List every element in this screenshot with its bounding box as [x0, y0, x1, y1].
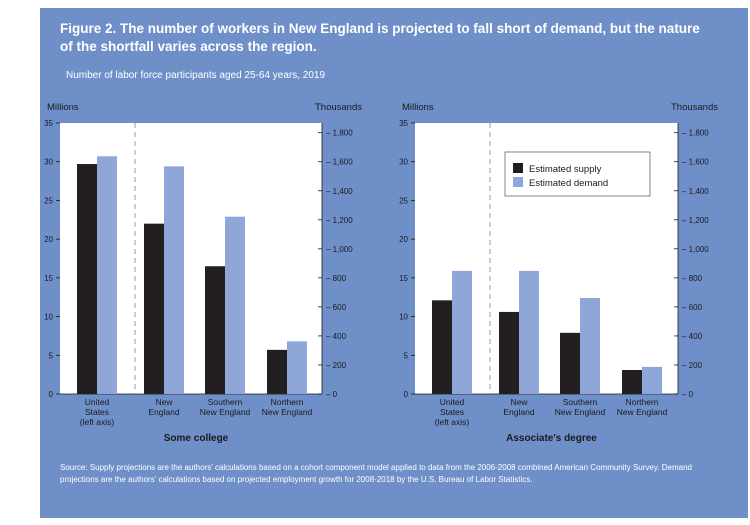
- chart1-supply-bar: [267, 349, 287, 394]
- chart1-category-label: New: [155, 397, 173, 407]
- chart2-supply-bar: [499, 311, 519, 394]
- source-note: Source: Supply projections are the autho…: [60, 463, 692, 484]
- chart2-right-tick-label: – 1,800: [682, 129, 709, 138]
- chart1-supply-bar: [144, 223, 164, 394]
- chart2-demand-bar: [452, 270, 472, 394]
- chart2-left-tick-label: 20: [399, 235, 408, 244]
- chart2-category-label: United: [440, 397, 465, 407]
- chart1-demand-bar: [164, 166, 184, 394]
- chart2-left-tick-label: 15: [399, 274, 408, 283]
- figure-subtitle: Number of labor force participants aged …: [66, 70, 326, 81]
- chart1-supply-bar: [205, 266, 225, 394]
- chart1-left-tick-label: 10: [44, 313, 53, 322]
- chart1-right-tick-label: – 1,200: [326, 216, 353, 225]
- legend-demand-swatch: [513, 177, 523, 187]
- chart1-category-label: New England: [200, 407, 251, 417]
- chart1-right-tick-label: – 1,400: [326, 187, 353, 196]
- chart1-category-label: Northern: [270, 397, 303, 407]
- chart2-right-tick-label: – 1,600: [682, 158, 709, 167]
- chart2-left-tick-label: 35: [399, 119, 408, 128]
- chart2-left-tick-label: 30: [399, 158, 408, 167]
- chart1-category-label: Southern: [208, 397, 243, 407]
- chart2-right-tick-label: – 200: [682, 361, 703, 370]
- chart2-right-tick-label: – 1,400: [682, 187, 709, 196]
- chart1-left-tick-label: 0: [49, 390, 54, 399]
- chart1-supply-bar: [77, 164, 97, 394]
- chart1-right-tick-label: – 200: [326, 361, 347, 370]
- chart2-supply-bar: [560, 332, 580, 394]
- chart2-category-label: England: [503, 407, 534, 417]
- chart1-right-tick-label: – 800: [326, 274, 347, 283]
- chart1-right-tick-label: – 1,000: [326, 245, 353, 254]
- chart1-right-tick-label: – 1,600: [326, 158, 353, 167]
- chart2-demand-bar: [580, 297, 600, 394]
- chart2-left-tick-label: 10: [399, 313, 408, 322]
- chart1-right-axis-label: Thousands: [315, 102, 362, 113]
- chart1-left-tick-label: 20: [44, 235, 53, 244]
- chart2-supply-bar: [622, 369, 642, 394]
- legend-supply-label: Estimated supply: [529, 164, 602, 175]
- chart1-left-tick-label: 35: [44, 119, 53, 128]
- chart2-demand-bar: [642, 366, 662, 394]
- chart1-right-tick-label: – 0: [326, 390, 338, 399]
- chart2-category-label: Northern: [625, 397, 658, 407]
- chart1-right-tick-label: – 400: [326, 332, 347, 341]
- chart1-category-label: United: [85, 397, 110, 407]
- chart1-left-axis-label: Millions: [47, 102, 79, 113]
- chart1-right-tick-label: – 600: [326, 303, 347, 312]
- chart2-category-label: (left axis): [435, 417, 470, 427]
- chart1-category-label: England: [148, 407, 179, 417]
- chart1-left-tick-label: 30: [44, 158, 53, 167]
- chart2-left-tick-label: 25: [399, 196, 408, 205]
- chart1-left-tick-label: 5: [49, 351, 54, 360]
- chart2-right-tick-label: – 1,200: [682, 216, 709, 225]
- chart1-demand-bar: [225, 216, 245, 394]
- chart1-category-label: (left axis): [80, 417, 115, 427]
- chart2-category-label: States: [440, 407, 464, 417]
- chart1-left-tick-label: 25: [44, 196, 53, 205]
- legend-box: [504, 151, 651, 197]
- chart2-right-tick-label: – 800: [682, 274, 703, 283]
- chart2-category-label: New England: [617, 407, 668, 417]
- chart2-category-label: Southern: [563, 397, 598, 407]
- chart2-left-tick-label: 0: [404, 390, 409, 399]
- legend-supply-swatch: [513, 163, 523, 173]
- chart2-category-label: New: [510, 397, 528, 407]
- chart2-demand-bar: [519, 270, 539, 394]
- chart1-right-tick-label: – 1,800: [326, 129, 353, 138]
- chart1-demand-bar: [287, 341, 307, 394]
- chart2-category-label: New England: [555, 407, 606, 417]
- chart2-title: Associate's degree: [506, 433, 597, 444]
- chart2-left-axis-label: Millions: [402, 102, 434, 113]
- chart2-right-tick-label: – 1,000: [682, 245, 709, 254]
- figure-title: Figure 2. The number of workers in New E…: [60, 21, 700, 54]
- chart1-title: Some college: [164, 433, 229, 444]
- chart1-demand-bar: [97, 156, 117, 394]
- chart2-right-tick-label: – 600: [682, 303, 703, 312]
- chart2-right-axis-label: Thousands: [671, 102, 718, 113]
- chart2-right-tick-label: – 0: [682, 390, 694, 399]
- legend-demand-label: Estimated demand: [529, 178, 608, 189]
- chart2-supply-bar: [432, 300, 452, 394]
- chart1-category-label: New England: [262, 407, 313, 417]
- chart2-right-tick-label: – 400: [682, 332, 703, 341]
- chart1-left-tick-label: 15: [44, 274, 53, 283]
- chart1-category-label: States: [85, 407, 109, 417]
- chart2-left-tick-label: 5: [404, 351, 409, 360]
